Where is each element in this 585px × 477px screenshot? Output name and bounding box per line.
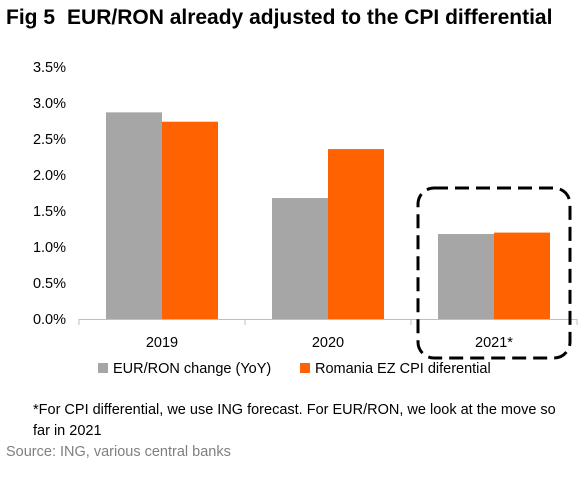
- legend-label: EUR/RON change (YoY): [113, 361, 271, 377]
- y-tick-label: 0.0%: [33, 312, 66, 328]
- bar-2020-cpi: [328, 149, 384, 319]
- legend-swatch: [300, 363, 310, 373]
- highlight-dashed-box: [416, 186, 572, 360]
- bar-2021-eurron: [438, 234, 494, 319]
- source-note: Source: ING, various central banks: [6, 444, 231, 460]
- figure-title: EUR/RON already adjusted to the CPI diff…: [67, 6, 553, 29]
- x-tick-label: 2021*: [475, 335, 513, 351]
- x-tick-label: 2020: [312, 335, 344, 351]
- bar-2021-cpi: [494, 232, 550, 319]
- footnote: *For CPI differential, we use ING foreca…: [33, 402, 556, 439]
- legend-label: Romania EZ CPI diferential: [315, 361, 491, 377]
- bars: [106, 112, 550, 319]
- legend: EUR/RON change (YoY) Romania EZ CPI difer…: [98, 361, 491, 377]
- bar-2019-cpi: [162, 121, 218, 319]
- legend-swatch: [98, 363, 108, 373]
- x-tick-label: 2019: [146, 335, 178, 351]
- bar-2019-eurron: [106, 112, 162, 319]
- figure-label: Fig 5: [6, 6, 56, 29]
- y-tick-label: 3.5%: [33, 60, 66, 76]
- y-tick-label: 0.5%: [33, 276, 66, 292]
- y-tick-label: 1.0%: [33, 240, 66, 256]
- bar-2020-eurron: [272, 198, 328, 319]
- y-tick-label: 1.5%: [33, 204, 66, 220]
- x-axis: 2019 2020 2021*: [78, 319, 578, 351]
- y-axis: 0.0% 0.5% 1.0% 1.5% 2.0% 2.5% 3.0% 3.5%: [33, 60, 66, 328]
- highlight-box: [416, 186, 572, 360]
- y-tick-label: 2.5%: [33, 132, 66, 148]
- chart-title: Fig 5 EUR/RON already adjusted to the CPI…: [6, 6, 552, 30]
- y-tick-label: 3.0%: [33, 96, 66, 112]
- y-tick-label: 2.0%: [33, 168, 66, 184]
